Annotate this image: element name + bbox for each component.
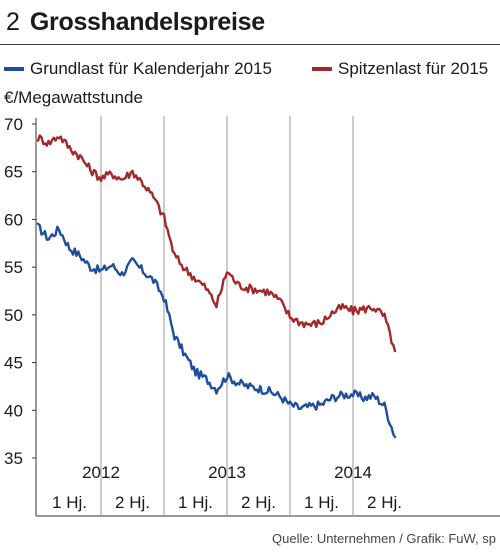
series-line-1 xyxy=(38,136,395,352)
half-year-label-4: 1 Hj. xyxy=(304,493,339,512)
year-label-2012: 2012 xyxy=(82,463,120,482)
year-label-2013: 2013 xyxy=(208,463,246,482)
half-year-label-1: 2 Hj. xyxy=(115,493,150,512)
y-tick-label-0: 35 xyxy=(4,449,23,468)
half-year-label-3: 2 Hj. xyxy=(241,493,276,512)
series-line-0 xyxy=(38,224,395,437)
y-tick-label-5: 60 xyxy=(4,210,23,229)
y-tick-label-2: 45 xyxy=(4,354,23,373)
half-year-label-0: 1 Hj. xyxy=(52,493,87,512)
y-tick-label-6: 65 xyxy=(4,163,23,182)
y-tick-label-4: 55 xyxy=(4,258,23,277)
y-tick-label-1: 40 xyxy=(4,401,23,420)
line-chart: 35 40 45 50 55 60 65 70 2012 2013 2014 1 Hj. 2 Hj. 1 … xyxy=(0,0,500,530)
source-note: Quelle: Unternehmen / Grafik: FuW, sp xyxy=(272,531,496,546)
half-year-label-5: 2 Hj. xyxy=(367,493,402,512)
y-tick-label-7: 70 xyxy=(4,115,23,134)
year-label-2014: 2014 xyxy=(334,463,372,482)
y-tick-label-3: 50 xyxy=(4,306,23,325)
half-year-label-2: 1 Hj. xyxy=(178,493,213,512)
